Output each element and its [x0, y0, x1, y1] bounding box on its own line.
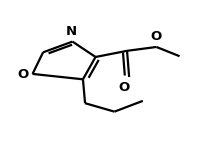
Text: O: O: [118, 81, 130, 94]
Text: N: N: [66, 25, 77, 38]
Text: O: O: [17, 68, 29, 81]
Text: O: O: [151, 30, 162, 43]
